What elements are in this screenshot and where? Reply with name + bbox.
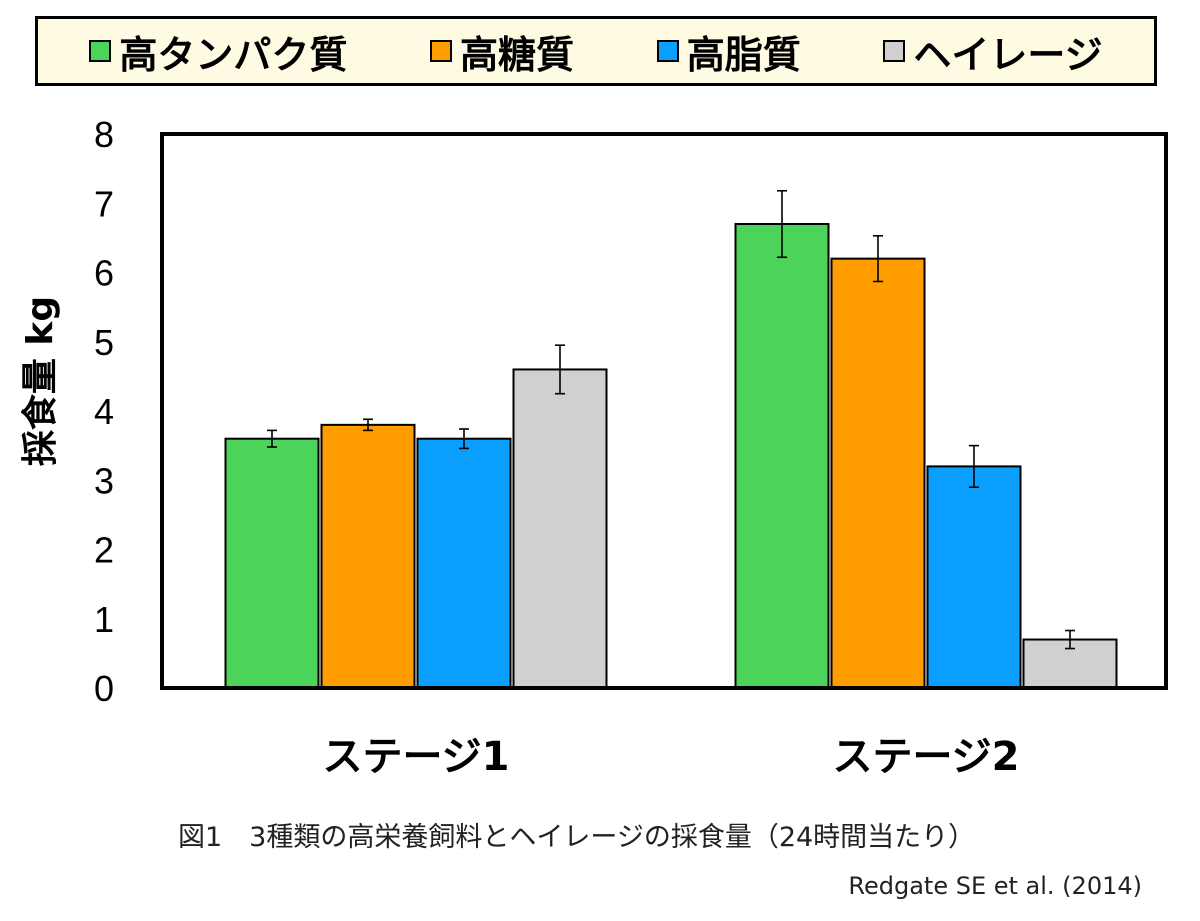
figure-caption: 図1 3種類の高栄養飼料とヘイレージの採食量（24時間当たり） (178, 822, 976, 853)
y-tick-label-4: 4 (94, 391, 114, 432)
y-tick-labels: 0 1 2 3 4 5 6 7 8 (94, 114, 114, 709)
legend-item-haylage: ヘイレージ (883, 24, 1103, 79)
y-tick-label-1: 1 (94, 599, 114, 640)
source-citation: Redgate SE et al. (2014) (848, 872, 1142, 900)
error-bar-series3-category2 (969, 444, 979, 488)
y-tick-label-6: 6 (94, 253, 114, 294)
y-tick-label-5: 5 (94, 322, 114, 363)
legend-swatch-high-sugar (430, 40, 453, 62)
y-axis-label: 採食量 kg (20, 296, 61, 466)
bars-layer (224, 223, 1118, 690)
x-tick-labels: ステージ1 ステージ2 (322, 734, 1019, 780)
error-bar-series3-category1 (459, 428, 469, 450)
legend-swatch-high-fat (656, 40, 679, 62)
legend-item-high-sugar: 高糖質 (430, 24, 574, 79)
legend: 高タンパク質 高糖質 高脂質 ヘイレージ (35, 16, 1157, 86)
error-bar-series2-category1 (363, 418, 373, 432)
y-tick-label-2: 2 (94, 530, 114, 571)
x-tick-label-category1: ステージ1 (322, 734, 509, 780)
bar-series1-category2 (734, 223, 830, 689)
bar-series1-category1 (224, 437, 320, 690)
plot-frame (160, 132, 1168, 690)
y-tick-label-0: 0 (94, 668, 114, 709)
legend-item-high-fat: 高脂質 (656, 24, 801, 79)
bar-series3-category2 (926, 465, 1022, 689)
error-bar-series1-category1 (267, 429, 277, 448)
bar-series2-category1 (320, 423, 416, 689)
bar-series3-category1 (416, 437, 512, 690)
legend-swatch-high-protein (89, 40, 112, 62)
legend-label-high-protein: 高タンパク質 (119, 32, 348, 77)
legend-item-high-protein: 高タンパク質 (89, 24, 347, 79)
error-bars-layer (267, 189, 1075, 650)
y-tick-label-3: 3 (94, 460, 114, 501)
legend-swatch-haylage (883, 40, 906, 62)
y-tick-label-7: 7 (94, 183, 114, 224)
error-bar-series1-category2 (777, 189, 787, 259)
error-bar-series4-category1 (555, 344, 565, 395)
legend-label-high-fat: 高脂質 (686, 32, 801, 77)
x-tick-label-category2: ステージ2 (832, 734, 1019, 780)
y-tick-label-8: 8 (94, 114, 114, 155)
legend-label-haylage: ヘイレージ (913, 32, 1103, 77)
bar-series4-category1 (512, 368, 608, 689)
legend-label-high-sugar: 高糖質 (460, 32, 575, 77)
bar-series2-category2 (830, 257, 926, 689)
error-bar-series2-category2 (873, 234, 883, 283)
error-bar-series4-category2 (1065, 629, 1075, 650)
